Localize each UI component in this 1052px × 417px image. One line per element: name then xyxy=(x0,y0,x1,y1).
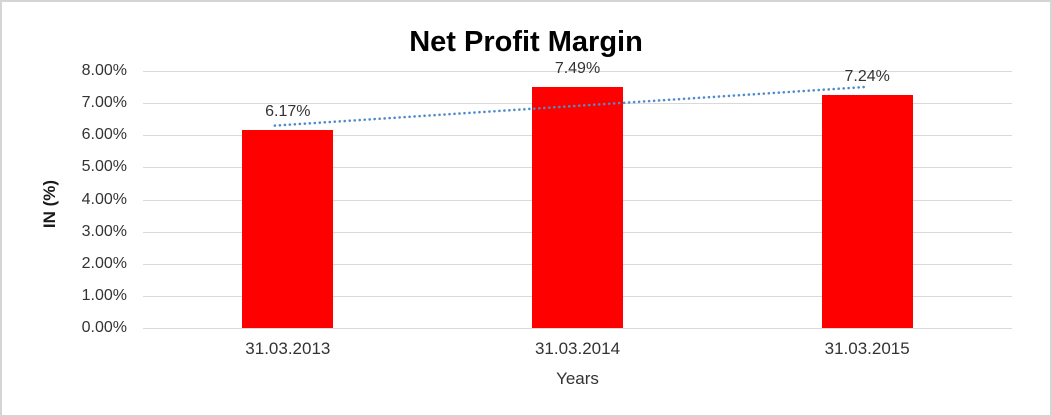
gridline xyxy=(143,71,1012,72)
y-tick-label: 4.00% xyxy=(81,190,127,208)
y-tick-label: 1.00% xyxy=(81,286,127,304)
y-tick-label: 5.00% xyxy=(81,158,127,176)
bar-31.03.2013 xyxy=(242,129,334,328)
chart-title: Net Profit Margin xyxy=(409,26,643,58)
y-tick-label: 8.00% xyxy=(81,62,127,79)
bar-data-label: 7.24% xyxy=(844,68,890,86)
x-tick-label: 31.03.2013 xyxy=(245,339,331,358)
y-tick-label: 0.00% xyxy=(81,319,127,336)
bar-31.03.2015 xyxy=(821,95,913,328)
bar-31.03.2014 xyxy=(532,87,623,328)
bar-data-label: 7.49% xyxy=(554,60,601,78)
bar-data-label: 6.17% xyxy=(265,102,311,120)
x-axis-title: Years xyxy=(556,369,599,388)
y-tick-label: 2.00% xyxy=(81,254,127,272)
y-tick-label: 7.00% xyxy=(81,94,127,112)
y-tick-label: 6.00% xyxy=(81,126,127,144)
gridline xyxy=(143,328,1012,329)
y-tick-label: 3.00% xyxy=(81,222,127,240)
x-tick-label: 31.03.2015 xyxy=(824,339,910,358)
x-tick-label: 31.03.2014 xyxy=(534,339,621,358)
